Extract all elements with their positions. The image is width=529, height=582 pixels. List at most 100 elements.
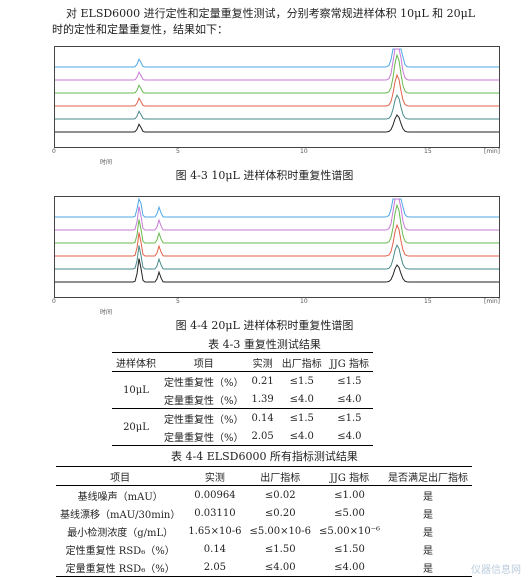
- factory-spec-cell: ≤5.00×10-6: [249, 525, 311, 537]
- item-cell: 基线漂移（mAU/30min）: [60, 509, 181, 521]
- item-cell: 定性重复性（%）: [164, 377, 244, 389]
- chromatogram-trace: [55, 48, 499, 81]
- jjg-spec-cell: ≤4.0: [325, 427, 373, 446]
- measured-cell: 0.00964: [194, 489, 236, 501]
- chart2-x-axis: 0 5 10 15 [min]: [52, 298, 502, 308]
- volume-cell: 20μL: [112, 408, 160, 446]
- factory-spec-cell: ≤0.20: [264, 507, 296, 519]
- item-cell: 定性重复性 RSD₆（%）: [65, 545, 175, 557]
- chart1-axis-label: 时间: [100, 159, 113, 166]
- table-header-row: 项目 实测 出厂指标 JJG 指标 是否满足出厂指标: [56, 466, 473, 486]
- meets-spec-cell: 是: [423, 527, 434, 539]
- column-header: 是否满足出厂指标: [384, 466, 473, 486]
- chromatogram-trace: [55, 223, 499, 257]
- table-row: 基线漂移（mAU/30min） 0.03110 ≤0.20 ≤5.00 是: [56, 504, 472, 522]
- chromatogram-10ul: [54, 46, 500, 148]
- chromatogram-trace: [55, 114, 499, 133]
- item-cell: 基线噪声（mAU）: [77, 491, 163, 503]
- chromatogram-10ul-plot: [55, 48, 499, 133]
- x-unit: [min]: [484, 298, 500, 305]
- figure1-caption: 图 4-3 10μL 进样体积时重复性谱图: [175, 169, 354, 182]
- column-header: 出厂指标: [245, 466, 315, 486]
- jjg-spec-cell: ≤1.00: [334, 489, 365, 501]
- meets-spec-cell: 是: [423, 491, 434, 503]
- meets-spec-cell: 是: [423, 545, 434, 557]
- x-tick: 5: [176, 298, 180, 305]
- item-cell: 最小检测浓度（g/mL）: [67, 527, 174, 539]
- column-header: 进样体积: [112, 352, 160, 372]
- chromatogram-trace: [55, 93, 499, 120]
- factory-spec-cell: ≤0.02: [264, 489, 296, 501]
- table-row: 10μL 定性重复性（%） 0.21 ≤1.5 ≤1.5: [112, 372, 373, 396]
- measured-cell: 0.21: [251, 375, 274, 387]
- measured-cell: 0.03110: [194, 507, 236, 519]
- x-tick: 5: [176, 148, 180, 155]
- chromatogram-trace: [55, 48, 499, 68]
- volume-cell: 10μL: [123, 384, 149, 396]
- table4-title: 表 4-4 ELSD6000 所有指标测试结果: [171, 450, 358, 463]
- chromatogram-trace: [55, 203, 499, 244]
- item-cell: 定性重复性（%）: [160, 408, 248, 427]
- table-row: 定量重复性（%） 2.05 ≤4.0 ≤4.0: [112, 427, 373, 446]
- jjg-spec-cell: ≤5.00: [334, 507, 365, 519]
- chromatogram-trace: [55, 53, 499, 94]
- table-row: 基线噪声（mAU） 0.00964 ≤0.02 ≤1.00 是: [56, 486, 472, 505]
- chromatogram-trace: [55, 197, 499, 218]
- column-header: 项目: [56, 466, 185, 486]
- meets-spec-cell: 是: [423, 509, 434, 521]
- table-row: 20μL 定性重复性（%） 0.14 ≤1.5 ≤1.5: [112, 408, 373, 446]
- jjg-spec-cell: ≤4.0: [337, 393, 362, 405]
- column-header: JJG 指标: [314, 466, 385, 486]
- measured-cell: 0.14: [247, 408, 278, 427]
- x-tick: 10: [300, 148, 308, 155]
- measured-cell: 0.14: [203, 543, 227, 555]
- x-tick: 15: [424, 148, 432, 155]
- x-tick: 15: [424, 298, 432, 305]
- jjg-spec-cell: ≤4.00: [314, 558, 385, 577]
- column-header: JJG 指标: [325, 352, 373, 372]
- factory-spec-cell: ≤4.0: [289, 393, 314, 405]
- chromatogram-trace: [55, 198, 499, 231]
- x-tick: 0: [52, 148, 56, 155]
- table-row: 定性重复性 RSD₆（%） 0.14 ≤1.50 ≤1.50 是: [56, 540, 472, 558]
- factory-spec-cell: ≤1.5: [277, 408, 326, 427]
- figure2-caption: 图 4-4 20μL 进样体积时重复性谱图: [175, 319, 354, 332]
- x-tick: 10: [300, 298, 308, 305]
- chromatogram-trace: [55, 73, 499, 107]
- chart2-axis-label: 时间: [100, 309, 113, 316]
- watermark-logo: 仪器信息网: [471, 565, 521, 576]
- chromatogram-20ul: [54, 196, 500, 298]
- table3-title: 表 4-3 重复性测试结果: [208, 338, 321, 351]
- chromatogram-20ul-plot: [55, 197, 499, 283]
- jjg-spec-cell: ≤1.50: [334, 543, 365, 555]
- measured-cell: 2.05: [184, 558, 246, 577]
- column-header: 项目: [160, 352, 248, 372]
- factory-spec-cell: ≤4.00: [245, 558, 315, 577]
- table-row: 定量重复性 RSD₆（%） 2.05 ≤4.00 ≤4.00 是: [56, 558, 473, 577]
- meets-spec-cell: 是: [384, 558, 473, 577]
- x-tick: 0: [52, 298, 56, 305]
- measured-cell: 1.39: [251, 393, 274, 405]
- table4: 项目 实测 出厂指标 JJG 指标 是否满足出厂指标 基线噪声（mAU） 0.0…: [56, 466, 473, 577]
- column-header: 出厂指标: [277, 352, 326, 372]
- jjg-spec-cell: ≤1.5: [325, 408, 373, 427]
- chart1-x-axis: 0 5 10 15 [min]: [52, 148, 502, 158]
- jjg-spec-cell: ≤5.00×10⁻⁶: [318, 525, 381, 537]
- item-cell: 定量重复性（%）: [164, 395, 244, 407]
- intro-line-1: 对 ELSD6000 进行定性和定量重复性测试，分别考察常规进样体积 10μL …: [66, 7, 476, 20]
- chromatogram-trace: [55, 243, 499, 270]
- item-cell: 定量重复性 RSD₆（%）: [56, 558, 185, 577]
- chromatogram-trace: [55, 258, 499, 283]
- factory-spec-cell: ≤4.0: [277, 427, 326, 446]
- factory-spec-cell: ≤1.50: [264, 543, 296, 555]
- measured-cell: 2.05: [247, 427, 278, 446]
- table3: 进样体积 项目 实测 出厂指标 JJG 指标 10μL 定性重复性（%） 0.2…: [112, 352, 373, 446]
- table-row: 定量重复性（%） 1.39 ≤4.0 ≤4.0: [112, 390, 373, 409]
- x-unit: [min]: [484, 148, 500, 155]
- table-row: 最小检测浓度（g/mL） 1.65×10-6 ≤5.00×10-6 ≤5.00×…: [56, 522, 472, 540]
- jjg-spec-cell: ≤1.5: [337, 375, 362, 387]
- column-header: 实测: [247, 352, 278, 372]
- column-header: 实测: [184, 466, 246, 486]
- item-cell: 定量重复性（%）: [160, 427, 248, 446]
- measured-cell: 1.65×10-6: [188, 525, 242, 537]
